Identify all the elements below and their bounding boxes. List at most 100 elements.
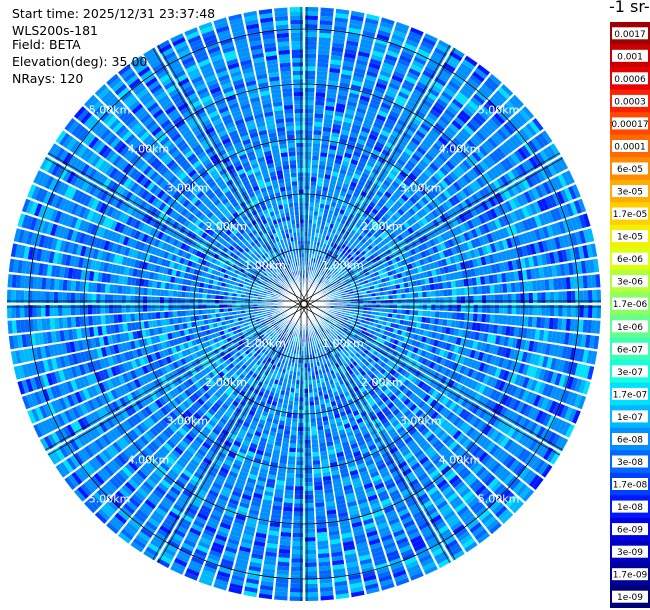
ray-gate	[304, 113, 314, 118]
ray-gate	[442, 163, 452, 173]
ray-gate	[525, 123, 537, 136]
ray-gate	[304, 147, 312, 152]
ray-gate	[544, 317, 550, 329]
ray-gate	[386, 209, 394, 217]
ray-gate	[339, 252, 344, 258]
ray-gate	[473, 304, 478, 313]
ray-gate	[323, 284, 327, 288]
ray-gate	[299, 384, 304, 389]
ray-gate	[387, 313, 393, 318]
ray-gate	[322, 252, 327, 258]
ray-gate	[370, 241, 377, 248]
ppi-rays	[7, 7, 601, 601]
ray-gate	[401, 83, 413, 92]
ray-gate	[386, 234, 393, 242]
ray-gate	[313, 392, 319, 397]
ray-gate	[383, 312, 389, 317]
ray-gate	[344, 251, 350, 257]
ray-gate	[443, 240, 451, 249]
ray-gate	[479, 175, 489, 186]
ray-gate	[355, 272, 361, 277]
ray-gate	[569, 276, 576, 289]
ray-gate	[491, 194, 501, 205]
ray-gate	[530, 328, 536, 340]
ray-gate	[392, 289, 397, 295]
ray-gate	[481, 83, 494, 96]
ray-gate	[304, 452, 312, 457]
ray-gate	[495, 192, 504, 204]
ray-gate	[378, 287, 384, 292]
ray-gate	[335, 288, 340, 292]
ray-gate	[439, 267, 445, 275]
ray-gate	[446, 209, 455, 219]
ray-gate	[351, 177, 359, 184]
ray-gate	[417, 219, 425, 228]
ray-gate	[342, 65, 354, 72]
ray-gate	[512, 197, 521, 209]
ray-gate	[336, 98, 347, 105]
ray-separator	[303, 72, 492, 305]
ray-gate	[536, 254, 543, 266]
ray-gate	[454, 95, 467, 106]
ray-gate	[449, 171, 459, 181]
ray-gate	[500, 125, 512, 138]
ray-gate	[490, 134, 502, 146]
ray-gate	[443, 146, 454, 157]
ray-gate	[382, 286, 388, 292]
ray-gate	[354, 187, 362, 195]
ray-gate	[365, 17, 379, 25]
ray-gate	[524, 293, 529, 304]
ray-gate	[360, 153, 369, 161]
ray-gate	[304, 393, 309, 398]
ray-gate	[292, 545, 303, 551]
ray-gate	[331, 290, 336, 294]
ray-gate	[334, 207, 341, 213]
ray-gate	[318, 255, 323, 261]
ray-gate	[561, 204, 570, 218]
ray-gate	[297, 431, 304, 436]
ray-gate	[554, 305, 559, 317]
ray-gate	[314, 272, 318, 277]
ray-gate	[426, 310, 432, 317]
ray-gate	[315, 498, 325, 504]
ray-gate	[317, 264, 322, 270]
ray-gate	[527, 189, 537, 202]
ray-gate	[430, 254, 437, 262]
ray-gate	[345, 207, 352, 214]
ray-gate	[314, 396, 319, 401]
ray-gate	[524, 142, 535, 156]
ray-gate	[498, 228, 506, 239]
ray-gate	[503, 157, 514, 170]
ray-gate	[517, 208, 526, 220]
ray-gate	[490, 115, 502, 128]
ray-gate	[293, 405, 299, 410]
ray-gate	[296, 460, 304, 466]
ray-gate	[334, 21, 348, 28]
ray-gate	[339, 289, 345, 293]
ray-gate	[534, 135, 546, 149]
ray-gate	[330, 201, 337, 207]
ray-gate	[559, 263, 566, 276]
ray-gate	[477, 304, 483, 313]
ray-gate	[368, 190, 376, 197]
ray-gate	[449, 327, 455, 336]
ray-gate	[544, 343, 552, 356]
ray-gate	[387, 285, 392, 291]
ray-gate	[315, 92, 326, 98]
ray-gate	[282, 438, 290, 444]
ray-gate	[435, 268, 441, 276]
ray-gate	[305, 57, 316, 63]
ray-gate	[542, 181, 552, 195]
ray-gate	[363, 168, 371, 176]
ray-gate	[422, 291, 427, 298]
ray-gate	[459, 110, 471, 121]
ray-gate	[304, 460, 312, 466]
ray-gate	[388, 295, 393, 300]
ray-gate	[422, 119, 433, 129]
ray-gate	[342, 183, 350, 189]
ray-gate	[314, 117, 323, 123]
ray-gate	[429, 200, 438, 209]
ray-gate	[557, 174, 568, 188]
ray-gate	[513, 271, 520, 281]
ray-gate	[457, 253, 464, 262]
